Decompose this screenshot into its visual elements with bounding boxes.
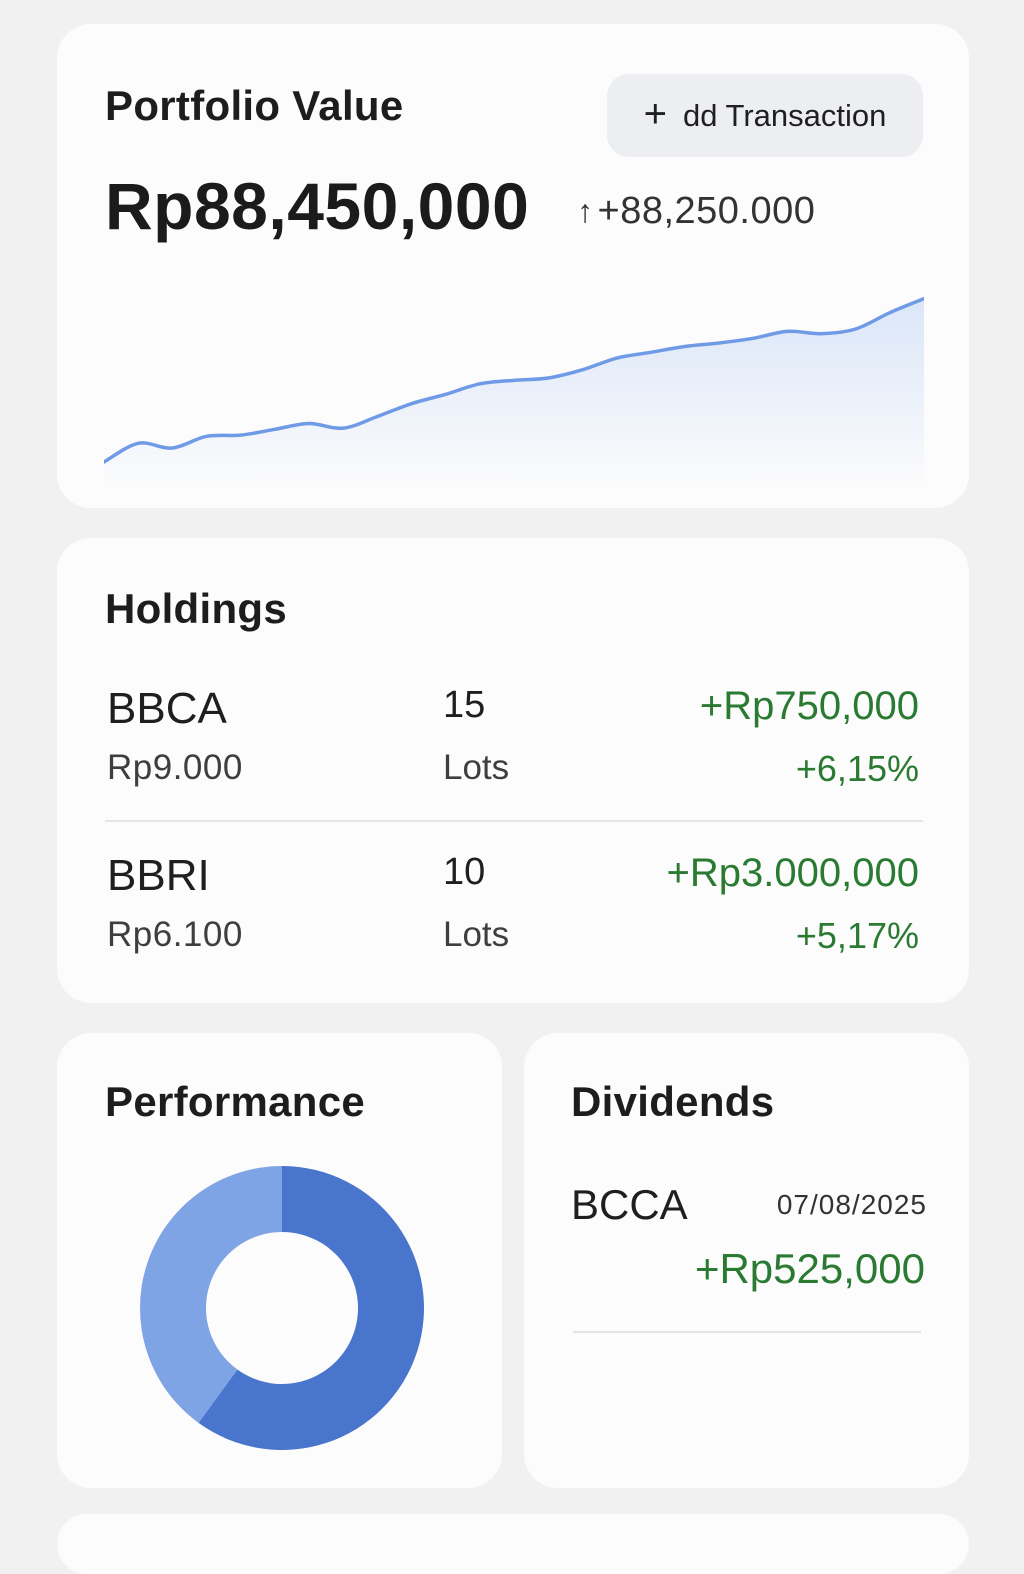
holding-gain: +Rp750,000	[699, 684, 919, 728]
holdings-title: Holdings	[105, 585, 288, 632]
portfolio-change: ↑ +88,250.000	[577, 190, 815, 233]
dividends-divider	[573, 1331, 921, 1333]
donut-slice	[198, 1166, 425, 1450]
holding-row[interactable]: BBCA Rp9.000 15 Lots +Rp750,000 +6,15%	[105, 684, 923, 824]
portfolio-value-card: Portfolio Value + dd Transaction Rp88,45…	[57, 24, 969, 508]
holding-lots-label: Lots	[443, 748, 510, 787]
holding-row[interactable]: BBRI Rp6.100 10 Lots +Rp3.000,000 +5,17%	[105, 851, 923, 991]
dividends-card: Dividends BCCA 07/08/2025 +Rp525,000	[524, 1033, 969, 1488]
performance-title: Performance	[105, 1078, 366, 1125]
portfolio-change-value: +88,250.000	[597, 190, 816, 232]
holding-ticker: BBCA	[107, 684, 227, 733]
arrow-up-icon: ↑	[577, 193, 594, 229]
holding-lots: 15	[443, 684, 486, 726]
holdings-divider	[105, 820, 923, 822]
holdings-card: Holdings BBCA Rp9.000 15 Lots +Rp750,000…	[57, 538, 969, 1003]
add-transaction-label: dd Transaction	[683, 97, 887, 133]
performance-donut-chart	[140, 1166, 425, 1450]
holding-gain-percent: +5,17%	[795, 915, 919, 956]
performance-card: Performance	[57, 1033, 502, 1488]
holding-gain: +Rp3.000,000	[666, 851, 919, 895]
portfolio-trend-chart	[104, 296, 924, 494]
holding-ticker: BBRI	[107, 851, 210, 900]
trend-area	[104, 298, 924, 494]
dividend-ticker: BCCA	[571, 1181, 688, 1228]
trend-line	[104, 296, 924, 464]
holding-lots: 10	[443, 851, 486, 893]
next-card	[57, 1514, 969, 1574]
portfolio-title: Portfolio Value	[105, 82, 404, 129]
dividend-date: 07/08/2025	[776, 1189, 927, 1220]
plus-icon: +	[643, 91, 667, 136]
holding-price: Rp9.000	[107, 748, 243, 787]
donut-slice	[140, 1166, 282, 1423]
portfolio-total-value: Rp88,450,000	[105, 169, 530, 243]
holding-gain-percent: +6,15%	[795, 748, 919, 789]
holding-lots-label: Lots	[443, 915, 510, 954]
holding-price: Rp6.100	[107, 915, 243, 954]
add-transaction-button[interactable]: + dd Transaction	[607, 74, 923, 157]
dividend-amount: +Rp525,000	[694, 1245, 925, 1292]
dividends-title: Dividends	[571, 1078, 775, 1125]
